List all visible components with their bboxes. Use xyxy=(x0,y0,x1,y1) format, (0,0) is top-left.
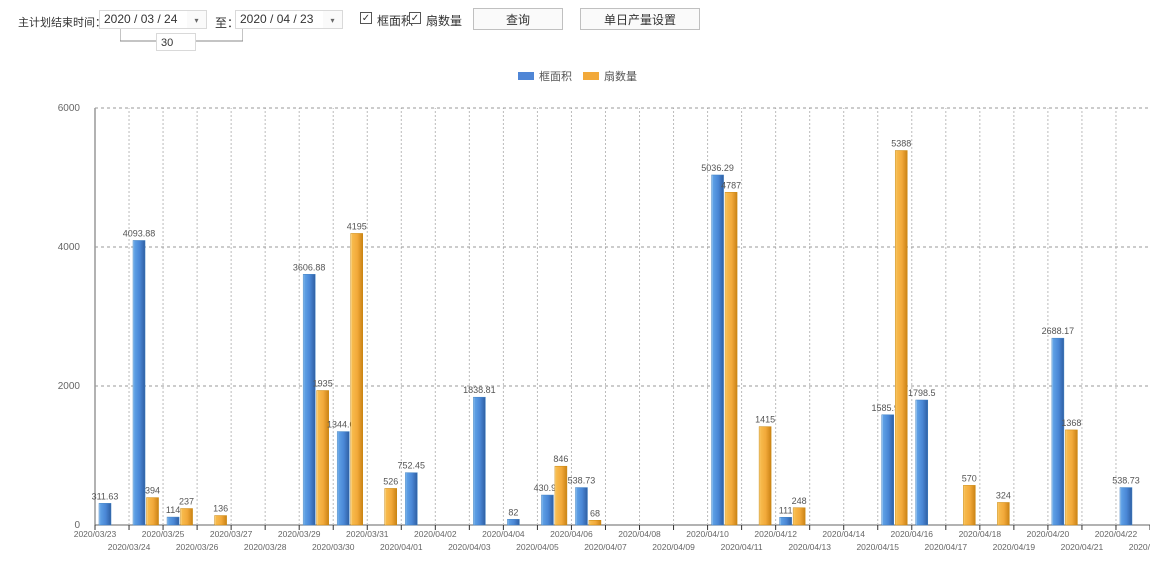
svg-text:82: 82 xyxy=(508,507,518,517)
svg-text:2020/04/13: 2020/04/13 xyxy=(788,542,831,552)
svg-text:1935: 1935 xyxy=(313,379,333,389)
svg-text:5388: 5388 xyxy=(891,139,911,149)
svg-text:2020/04/16: 2020/04/16 xyxy=(890,529,933,539)
svg-text:111: 111 xyxy=(779,505,793,515)
svg-text:2020/04/08: 2020/04/08 xyxy=(618,529,661,539)
svg-text:2020/04/05: 2020/04/05 xyxy=(516,542,559,552)
svg-text:752.45: 752.45 xyxy=(398,461,426,471)
svg-text:846: 846 xyxy=(553,454,568,464)
svg-text:2020/04/18: 2020/04/18 xyxy=(959,529,1002,539)
svg-text:2020/04/15: 2020/04/15 xyxy=(856,542,899,552)
svg-text:2020/04/10: 2020/04/10 xyxy=(686,529,729,539)
svg-text:2020/04/07: 2020/04/07 xyxy=(584,542,627,552)
svg-text:2020/04/14: 2020/04/14 xyxy=(822,529,865,539)
svg-text:237: 237 xyxy=(179,497,194,507)
svg-text:2020/03/26: 2020/03/26 xyxy=(176,542,219,552)
svg-text:2020/03/29: 2020/03/29 xyxy=(278,529,321,539)
svg-text:2020/04/04: 2020/04/04 xyxy=(482,529,525,539)
svg-text:2020/04/06: 2020/04/06 xyxy=(550,529,593,539)
svg-text:2020/04/23: 2020/04/23 xyxy=(1129,542,1150,552)
svg-text:2020/03/28: 2020/03/28 xyxy=(244,542,287,552)
svg-text:1838.81: 1838.81 xyxy=(463,385,496,395)
svg-text:311.63: 311.63 xyxy=(92,491,119,501)
svg-text:1798.5: 1798.5 xyxy=(908,388,936,398)
svg-text:2020/04/19: 2020/04/19 xyxy=(993,542,1036,552)
svg-text:5036.29: 5036.29 xyxy=(701,163,734,173)
svg-text:570: 570 xyxy=(962,473,977,483)
svg-text:1415: 1415 xyxy=(755,415,775,425)
svg-text:2020/03/30: 2020/03/30 xyxy=(312,542,355,552)
svg-text:2020/04/20: 2020/04/20 xyxy=(1027,529,1070,539)
svg-text:2020/03/24: 2020/03/24 xyxy=(108,542,151,552)
svg-text:538.73: 538.73 xyxy=(568,476,596,486)
svg-text:2020/04/02: 2020/04/02 xyxy=(414,529,457,539)
svg-text:2020/03/23: 2020/03/23 xyxy=(74,529,117,539)
svg-text:538.73: 538.73 xyxy=(1112,476,1140,486)
svg-text:2020/03/25: 2020/03/25 xyxy=(142,529,185,539)
svg-text:3606.88: 3606.88 xyxy=(293,262,326,272)
svg-text:2020/04/11: 2020/04/11 xyxy=(721,542,763,552)
svg-text:4093.88: 4093.88 xyxy=(123,228,156,238)
svg-text:6000: 6000 xyxy=(58,103,81,114)
svg-text:324: 324 xyxy=(996,490,1011,500)
svg-text:2688.17: 2688.17 xyxy=(1042,326,1075,336)
svg-text:1368: 1368 xyxy=(1061,418,1081,428)
svg-text:2020/04/09: 2020/04/09 xyxy=(652,542,695,552)
svg-text:2020/03/31: 2020/03/31 xyxy=(346,529,389,539)
svg-text:2020/04/03: 2020/04/03 xyxy=(448,542,491,552)
svg-text:248: 248 xyxy=(792,496,807,506)
svg-text:2020/04/21: 2020/04/21 xyxy=(1061,542,1104,552)
svg-text:2020/04/22: 2020/04/22 xyxy=(1095,529,1138,539)
svg-text:4000: 4000 xyxy=(58,242,81,253)
svg-text:2020/04/12: 2020/04/12 xyxy=(754,529,797,539)
svg-text:136: 136 xyxy=(213,504,228,514)
svg-text:114: 114 xyxy=(166,505,180,515)
svg-text:526: 526 xyxy=(383,476,398,486)
svg-text:394: 394 xyxy=(145,486,160,496)
svg-text:4787: 4787 xyxy=(721,180,741,190)
svg-text:2020/04/01: 2020/04/01 xyxy=(380,542,423,552)
svg-text:2000: 2000 xyxy=(58,381,81,392)
svg-text:2020/03/27: 2020/03/27 xyxy=(210,529,253,539)
svg-text:4195: 4195 xyxy=(347,221,367,231)
svg-text:2020/04/17: 2020/04/17 xyxy=(925,542,968,552)
svg-text:68: 68 xyxy=(590,508,600,518)
